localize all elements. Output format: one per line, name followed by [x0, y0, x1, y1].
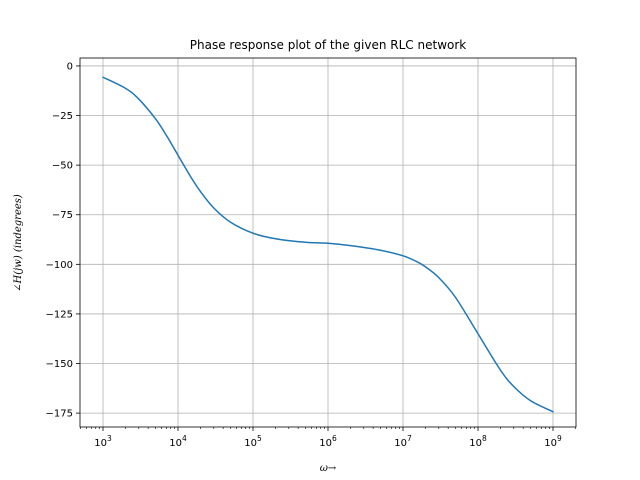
y-tick-label: −175	[46, 409, 73, 420]
x-axis-label: ω→	[320, 463, 337, 474]
y-tick-label: −100	[46, 260, 73, 271]
grid	[80, 58, 576, 427]
x-tick-label: 107	[394, 434, 412, 449]
ticks: 103 104 105 106 107 108 109 0 −25 −50 −75 −100 −125 −…	[46, 61, 576, 449]
chart-title: Phase response plot of the given RLC net…	[190, 38, 467, 52]
phase-series-line	[102, 76, 554, 413]
x-tick-label: 103	[94, 434, 112, 449]
y-tick-label: −50	[52, 161, 73, 172]
y-tick-label: −125	[46, 309, 73, 320]
y-tick-label: −75	[52, 210, 73, 221]
x-tick-label: 108	[469, 434, 487, 449]
series-layer	[102, 76, 554, 413]
y-tick-label: −25	[52, 111, 73, 122]
x-tick-label: 104	[169, 434, 187, 449]
x-tick-label: 106	[319, 434, 337, 449]
y-axis-label: ∠H(jw) (indegrees)	[13, 194, 24, 292]
y-tick-label: 0	[67, 61, 73, 72]
y-tick-label: −150	[46, 359, 73, 370]
x-tick-label: 105	[244, 434, 262, 449]
x-tick-label: 109	[544, 434, 562, 449]
